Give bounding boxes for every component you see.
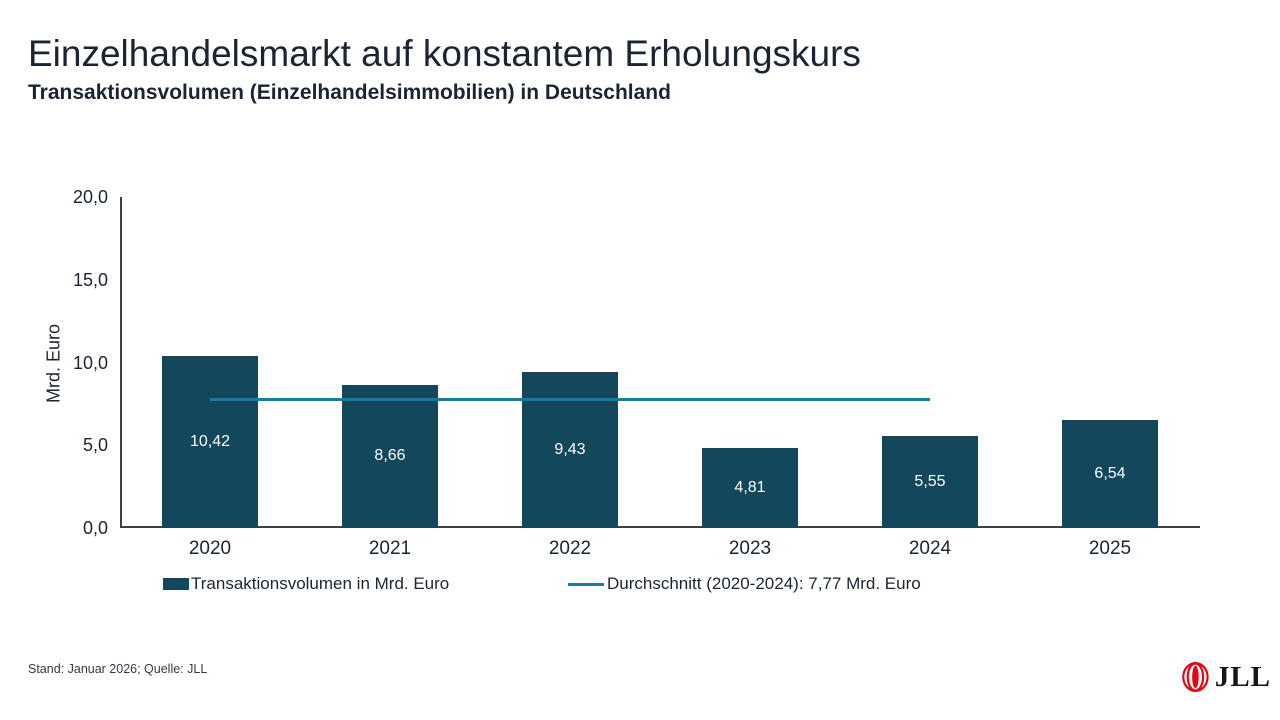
average-line-label: Durchschnitt (2020-2024): 7,77 Mrd. Euro (607, 574, 921, 593)
chart-legend: Transaktionsvolumen in Mrd. Euro Durchsc… (0, 572, 1280, 596)
bar (702, 448, 798, 528)
x-axis-tick-label: 2023 (728, 538, 772, 559)
y-axis-tick-label: 15,0 (72, 269, 108, 290)
y-axis-tick-label: 20,0 (72, 187, 108, 207)
legend-item-average: Durchschnitt (2020-2024): 7,77 Mrd. Euro (568, 572, 921, 596)
plot-area (120, 197, 1200, 528)
average-line-swatch (568, 582, 604, 586)
bar (882, 436, 978, 528)
jll-logo: JLL (1181, 657, 1271, 697)
x-axis-tick-label: 2024 (908, 538, 952, 559)
y-axis-tick-label: 5,0 (82, 435, 108, 456)
page-subtitle: Transaktionsvolumen (Einzelhandelsimmobi… (28, 81, 671, 104)
bar-value-label: 8,66 (374, 447, 406, 465)
x-axis-tick-label: 2021 (368, 538, 412, 559)
bar (162, 355, 258, 528)
x-axis-tick-label: 2025 (1088, 538, 1132, 559)
bar-value-label: 5,55 (914, 473, 946, 491)
legend-item-bars: Transaktionsvolumen in Mrd. Euro (163, 572, 449, 596)
y-axis-tick-label: 10,0 (72, 352, 108, 373)
bar-value-label: 6,54 (1094, 464, 1126, 482)
bar (342, 384, 438, 528)
jll-logo-text: JLL (1214, 661, 1271, 693)
source-note: Stand: Januar 2026; Quelle: JLL (28, 662, 208, 676)
x-axis-tick-label: 2022 (548, 538, 592, 559)
average-line (210, 397, 930, 401)
bar-series-label: Transaktionsvolumen in Mrd. Euro (191, 574, 450, 593)
page-title: Einzelhandelsmarkt auf konstantem Erholu… (28, 33, 861, 74)
jll-rings-icon (1182, 661, 1209, 693)
bar-value-label: 9,43 (554, 440, 586, 458)
bar-value-label: 10,42 (189, 432, 231, 450)
y-axis-tick-label: 0,0 (82, 518, 108, 538)
bar-series-swatch (163, 578, 189, 590)
bar-value-label: 4,81 (734, 479, 766, 497)
bar (1062, 419, 1158, 528)
x-axis-tick-label: 2020 (188, 538, 232, 559)
